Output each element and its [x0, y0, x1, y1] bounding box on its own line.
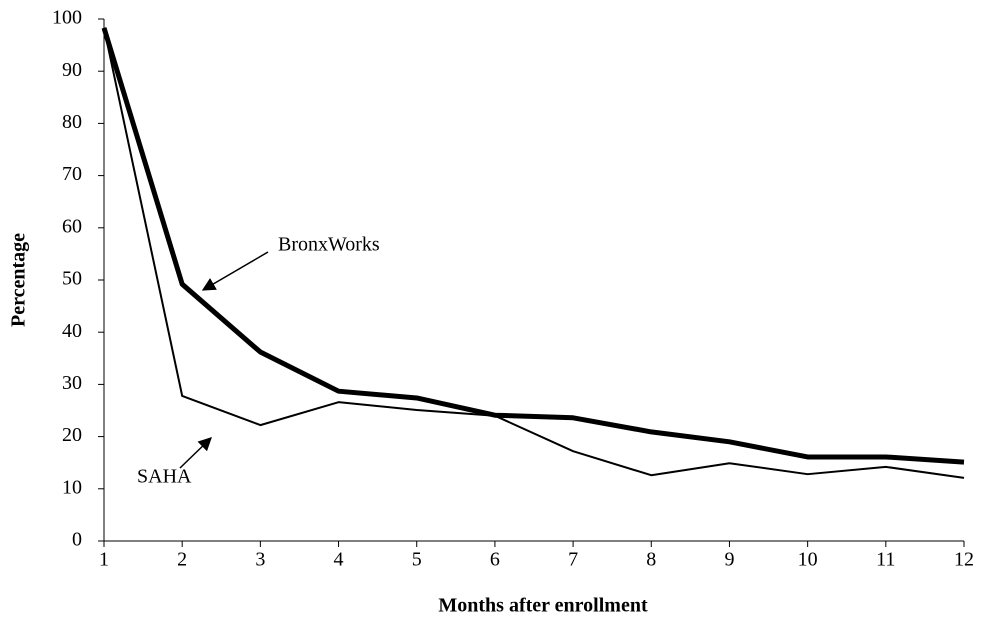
series-line [103, 27, 965, 479]
x-tick-label: 11 [876, 549, 895, 571]
x-tick-label: 2 [177, 549, 187, 571]
series-label: SAHA [137, 466, 192, 488]
x-tick-label: 10 [798, 549, 818, 571]
x-tick-label: 5 [412, 549, 422, 571]
x-axis-title: Months after enrollment [438, 595, 648, 617]
x-tick-label: 9 [724, 549, 734, 571]
x-tick-label: 7 [568, 549, 578, 571]
y-tick-label: 0 [72, 529, 82, 551]
y-tick-label: 80 [62, 111, 82, 133]
y-tick-label: 100 [52, 7, 82, 29]
series-label: BronxWorks [278, 234, 380, 256]
series-line [101, 27, 965, 465]
y-tick-label: 60 [62, 215, 82, 237]
y-axis-title: Percentage [8, 233, 30, 327]
annotation-arrow [179, 437, 212, 469]
y-tick-label: 30 [62, 372, 82, 394]
x-tick-label: 4 [334, 549, 344, 571]
y-tick-label: 10 [62, 476, 82, 498]
y-tick-label: 90 [62, 59, 82, 81]
y-tick-label: 40 [62, 320, 82, 342]
annotation-arrow [201, 251, 269, 291]
x-tick-label: 8 [646, 549, 656, 571]
y-tick-label: 20 [62, 424, 82, 446]
x-tick-label: 3 [255, 549, 265, 571]
x-tick-label: 12 [954, 549, 974, 571]
y-tick-label: 70 [62, 163, 82, 185]
y-tick-label: 50 [62, 268, 82, 290]
x-tick-label: 1 [99, 549, 109, 571]
x-tick-label: 6 [490, 549, 500, 571]
